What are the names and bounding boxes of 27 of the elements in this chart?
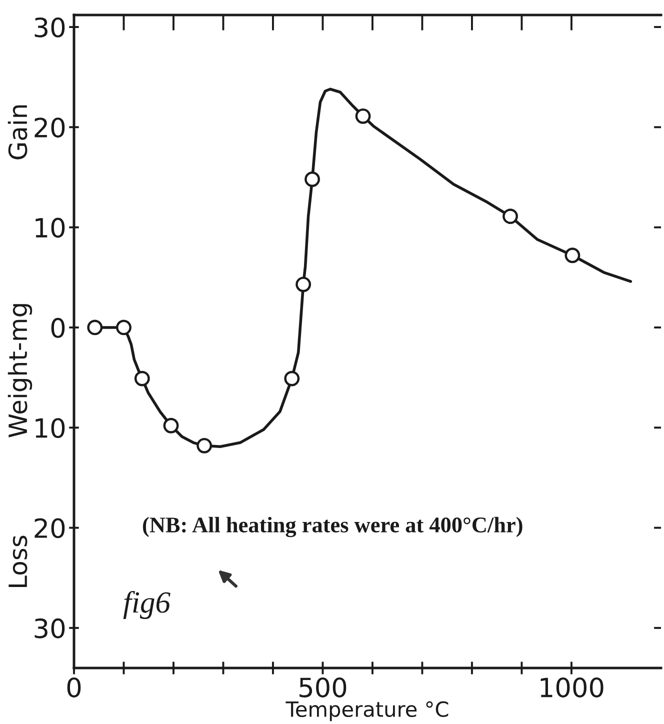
point [502,208,518,224]
y-tick-label: 20 [34,118,65,138]
point [134,370,150,386]
x-tick-label: 500 [300,677,346,698]
point [116,320,132,336]
x-tick-label: 1000 [540,677,604,698]
annotation: (NB: All heating rates were at 400°C/hr) [142,516,522,538]
text: Loss [8,536,28,587]
point [304,172,320,187]
y-tick-label: 20 [34,518,65,538]
y-tick-label: 30 [34,618,65,638]
x-tick-label: 0 [67,677,81,698]
point [355,108,371,124]
point [296,276,312,292]
y-tick-label: 30 [34,17,65,38]
y-tick-label: 0 [51,318,65,338]
y-tick-label: 10 [36,218,65,238]
annotation: fig6 [123,590,170,620]
y-tick-label: 10 [36,418,65,438]
point [196,438,212,454]
point [564,248,580,264]
point [163,418,179,434]
text: Gain [8,105,28,160]
x-axis-title: Temperature °C [286,701,448,722]
y-axis-title: Weight-mg [8,304,32,438]
point [284,370,300,386]
point [87,320,103,336]
